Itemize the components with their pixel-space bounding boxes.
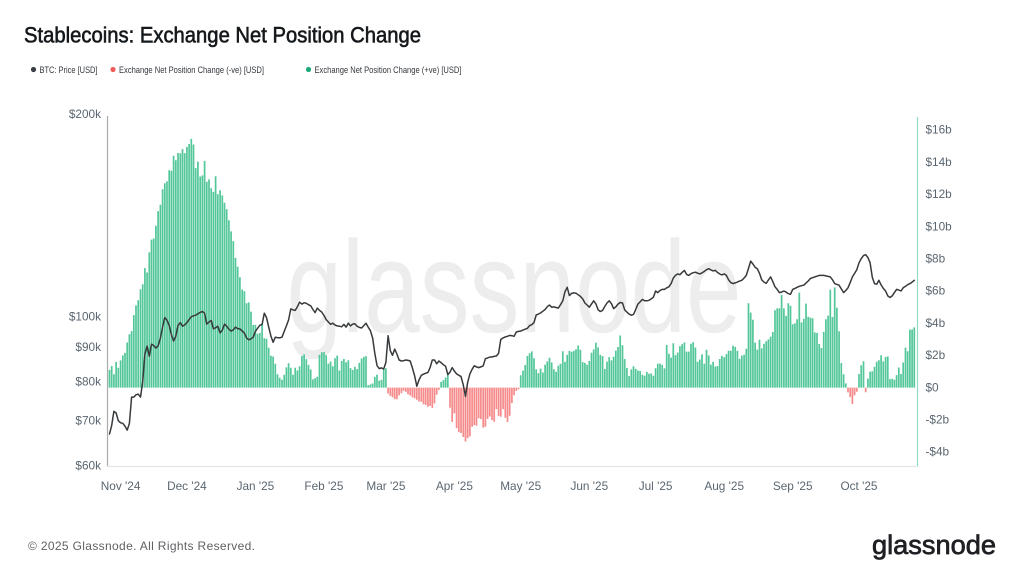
svg-text:$4b: $4b [926, 316, 946, 330]
svg-text:$60k: $60k [75, 458, 101, 472]
svg-text:glassnode: glassnode [872, 530, 996, 560]
svg-text:Mar '25: Mar '25 [366, 479, 405, 493]
svg-text:Exchange Net Position Change (: Exchange Net Position Change (+ve) [USD] [315, 65, 462, 75]
svg-text:-$4b: -$4b [926, 445, 950, 459]
svg-text:Nov '24: Nov '24 [101, 479, 141, 493]
svg-text:$6b: $6b [926, 284, 946, 298]
svg-text:$2b: $2b [926, 348, 946, 362]
svg-text:Dec '24: Dec '24 [167, 479, 207, 493]
svg-text:Feb '25: Feb '25 [304, 479, 343, 493]
svg-text:Exchange Net Position Change (: Exchange Net Position Change (-ve) [USD] [119, 65, 264, 75]
svg-text:$80k: $80k [75, 375, 101, 389]
svg-text:Jan '25: Jan '25 [237, 479, 275, 493]
svg-text:-$2b: -$2b [926, 413, 950, 427]
svg-text:$12b: $12b [926, 187, 953, 201]
svg-text:$100k: $100k [69, 309, 101, 323]
svg-text:$90k: $90k [75, 340, 101, 354]
svg-text:© 2025 Glassnode. All Rights R: © 2025 Glassnode. All Rights Reserved. [28, 539, 255, 553]
svg-text:$16b: $16b [926, 123, 953, 137]
svg-text:Sep '25: Sep '25 [773, 479, 813, 493]
svg-text:Aug '25: Aug '25 [704, 479, 744, 493]
svg-text:Jun '25: Jun '25 [570, 479, 608, 493]
svg-text:$8b: $8b [926, 252, 946, 266]
svg-text:Stablecoins: Exchange Net Posi: Stablecoins: Exchange Net Position Chang… [24, 23, 421, 48]
svg-text:Jul '25: Jul '25 [639, 479, 673, 493]
svg-text:glassnode: glassnode [287, 213, 742, 360]
svg-text:Oct '25: Oct '25 [840, 479, 877, 493]
svg-text:May '25: May '25 [500, 479, 541, 493]
svg-text:BTC: Price [USD]: BTC: Price [USD] [40, 65, 98, 75]
svg-text:$0: $0 [926, 380, 940, 394]
svg-text:$200k: $200k [69, 107, 101, 121]
svg-text:$70k: $70k [75, 413, 101, 427]
svg-text:$10b: $10b [926, 219, 953, 233]
svg-text:Apr '25: Apr '25 [436, 479, 473, 493]
svg-text:$14b: $14b [926, 155, 953, 169]
